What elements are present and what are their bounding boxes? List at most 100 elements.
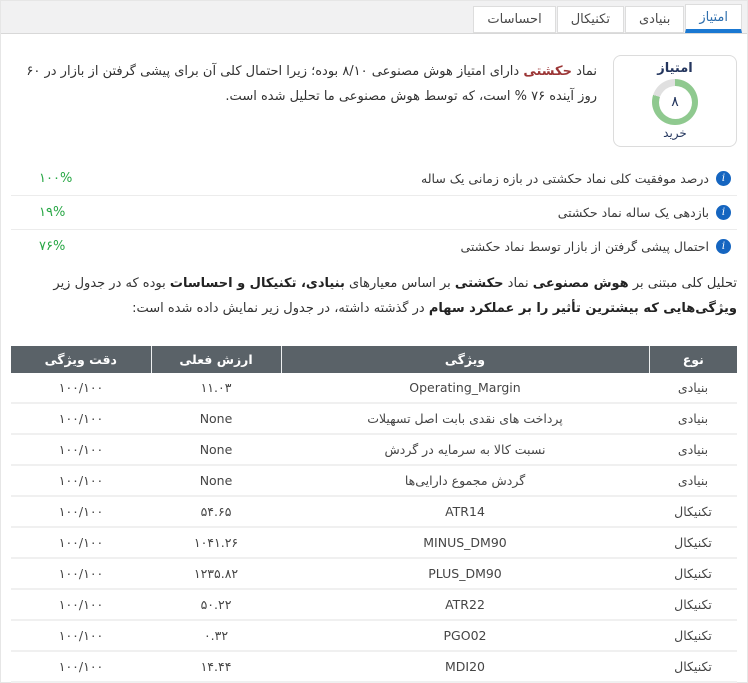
- text-segment: بوده که در جدول زیر: [53, 276, 170, 291]
- cell-value: ۵۰.۲۲: [151, 588, 281, 621]
- cell-accuracy: ۱۰۰/۱۰۰: [11, 402, 151, 435]
- cell-feature: نسبت کالا به سرمایه در گردش: [281, 433, 649, 466]
- table-row: تکنیکال MINUS_DM90 ۱۰۴۱.۲۶ ۱۰۰/۱۰۰: [11, 526, 737, 559]
- metric-label: i احتمال پیشی گرفتن از بازار توسط نماد حک…: [460, 239, 731, 254]
- tab-item[interactable]: بنیادی: [624, 6, 685, 33]
- tab-active[interactable]: امتیاز: [685, 4, 742, 33]
- features-table-wrap: نوع ویژگی ارزش فعلی دقت ویژگی بنیادی Oper…: [11, 345, 737, 683]
- table-row: تکنیکال PGO02 ۰.۳۲ ۱۰۰/۱۰۰: [11, 619, 737, 652]
- text-segment: هوش مصنوعی: [532, 276, 629, 291]
- metric-value: ۷۶%: [39, 239, 66, 254]
- metric-value: ۱۰۰%: [39, 171, 73, 186]
- cell-feature: PGO02: [281, 619, 649, 652]
- metric-value: ۱۹%: [39, 205, 66, 220]
- metric-label-text: بازدهی یک ساله نماد حکشتی: [557, 205, 709, 220]
- table-row: بنیادی پرداخت های نقدی بابت اصل تسهیلات No…: [11, 402, 737, 435]
- tab-item[interactable]: تکنیکال: [556, 6, 624, 33]
- cell-feature: MDI20: [281, 650, 649, 683]
- cell-value: ۰.۳۲: [151, 619, 281, 652]
- score-box: امتیاز ۸ خرید: [613, 55, 737, 147]
- text-segment: دارای امتیاز هوش مصنوعی ۸/۱۰ بوده؛ زیرا …: [26, 64, 597, 105]
- header-feature: ویژگی: [281, 345, 650, 373]
- metric-row: i درصد موفقیت کلی نماد حکشتی در بازه زمان…: [11, 162, 737, 196]
- score-box-title: امتیاز: [657, 61, 693, 76]
- cell-type: بنیادی: [649, 372, 737, 404]
- header-accuracy: دقت ویژگی: [11, 345, 152, 373]
- table-row: تکنیکال ATR22 ۵۰.۲۲ ۱۰۰/۱۰۰: [11, 588, 737, 621]
- table-row: تکنیکال PLUS_DM90 ۱۲۳۵.۸۲ ۱۰۰/۱۰۰: [11, 557, 737, 590]
- cell-accuracy: ۱۰۰/۱۰۰: [11, 650, 151, 683]
- metric-row: i احتمال پیشی گرفتن از بازار توسط نماد حک…: [11, 230, 737, 263]
- tab-bar: امتیاز بنیادی تکنیکال احساسات: [1, 1, 747, 34]
- header-type: نوع: [649, 345, 737, 373]
- cell-value: ۱۰۴۱.۲۶: [151, 526, 281, 559]
- table-row: بنیادی گردش مجموع دارایی‌ها None ۱۰۰/۱۰۰: [11, 464, 737, 497]
- intro-paragraph: نماد حکشتی دارای امتیاز هوش مصنوعی ۸/۱۰ …: [11, 55, 597, 110]
- cell-value: None: [151, 433, 281, 466]
- cell-accuracy: ۱۰۰/۱۰۰: [11, 372, 151, 404]
- text-segment: در گذشته داشته، در جدول زیر نمایش داده ش…: [132, 301, 429, 317]
- cell-feature: MINUS_DM90: [281, 526, 649, 559]
- header-value: ارزش فعلی: [151, 345, 282, 373]
- cell-type: تکنیکال: [649, 495, 737, 528]
- table-row: بنیادی نسبت کالا به سرمایه در گردش None ۱۰۰…: [11, 433, 737, 466]
- cell-value: ۱۱.۰۳: [151, 372, 281, 404]
- cell-type: تکنیکال: [649, 650, 737, 683]
- score-section: امتیاز ۸ خرید نماد حکشتی دارای امتیاز هو…: [11, 55, 737, 147]
- features-table: نوع ویژگی ارزش فعلی دقت ویژگی بنیادی Oper…: [11, 345, 737, 683]
- cell-type: تکنیکال: [649, 619, 737, 652]
- score-gauge: ۸: [652, 79, 698, 125]
- text-segment: نماد: [571, 64, 597, 79]
- cell-type: بنیادی: [649, 433, 737, 466]
- cell-feature: PLUS_DM90: [281, 557, 649, 590]
- metric-label-text: احتمال پیشی گرفتن از بازار توسط نماد حکش…: [460, 239, 709, 254]
- cell-accuracy: ۱۰۰/۱۰۰: [11, 526, 151, 559]
- cell-feature: ATR14: [281, 495, 649, 528]
- table-header-row: نوع ویژگی ارزش فعلی دقت ویژگی: [11, 345, 737, 373]
- text-segment: ویژگی‌هایی که بیشترین تأثیر را بر عملکرد…: [428, 301, 737, 317]
- tab-item[interactable]: احساسات: [473, 6, 556, 33]
- text-segment: حکشتی: [454, 276, 504, 291]
- table-row: تکنیکال MDI20 ۱۴.۴۴ ۱۰۰/۱۰۰: [11, 650, 737, 683]
- table-row: تکنیکال ATR14 ۵۴.۶۵ ۱۰۰/۱۰۰: [11, 495, 737, 528]
- cell-feature: گردش مجموع دارایی‌ها: [281, 464, 649, 497]
- analysis-paragraph: تحلیل کلی مبتنی بر هوش مصنوعی نماد حکشتی…: [11, 271, 737, 322]
- text-segment: نماد: [503, 276, 533, 291]
- cell-type: تکنیکال: [649, 557, 737, 590]
- cell-type: تکنیکال: [649, 526, 737, 559]
- info-icon[interactable]: i: [716, 239, 731, 254]
- cell-accuracy: ۱۰۰/۱۰۰: [11, 588, 151, 621]
- info-icon[interactable]: i: [716, 205, 731, 220]
- cell-accuracy: ۱۰۰/۱۰۰: [11, 495, 151, 528]
- cell-value: ۱۲۳۵.۸۲: [151, 557, 281, 590]
- cell-type: بنیادی: [649, 464, 737, 497]
- cell-feature: Operating_Margin: [281, 372, 649, 404]
- text-segment: بر اساس معیارهای: [344, 276, 455, 291]
- info-icon[interactable]: i: [716, 171, 731, 186]
- cell-accuracy: ۱۰۰/۱۰۰: [11, 557, 151, 590]
- metric-label: i درصد موفقیت کلی نماد حکشتی در بازه زمان…: [421, 171, 731, 186]
- table-row: بنیادی Operating_Margin ۱۱.۰۳ ۱۰۰/۱۰۰: [11, 372, 737, 404]
- cell-feature: ATR22: [281, 588, 649, 621]
- cell-value: None: [151, 402, 281, 435]
- cell-type: بنیادی: [649, 402, 737, 435]
- metrics-list: i درصد موفقیت کلی نماد حکشتی در بازه زمان…: [11, 162, 737, 263]
- score-action-label: خرید: [663, 126, 687, 140]
- metric-label: i بازدهی یک ساله نماد حکشتی: [558, 205, 731, 220]
- text-segment: بنیادی، تکنیکال و احساسات: [169, 276, 345, 291]
- cell-value: None: [151, 464, 281, 497]
- cell-value: ۵۴.۶۵: [151, 495, 281, 528]
- text-segment: تحلیل کلی مبتنی بر: [628, 276, 737, 291]
- symbol-name: حکشتی: [523, 64, 572, 79]
- cell-value: ۱۴.۴۴: [151, 650, 281, 683]
- metric-row: i بازدهی یک ساله نماد حکشتی ۱۹%: [11, 196, 737, 230]
- cell-accuracy: ۱۰۰/۱۰۰: [11, 619, 151, 652]
- cell-feature: پرداخت های نقدی بابت اصل تسهیلات: [281, 402, 649, 435]
- cell-type: تکنیکال: [649, 588, 737, 621]
- metric-label-text: درصد موفقیت کلی نماد حکشتی در بازه زمانی…: [421, 171, 709, 186]
- score-value: ۸: [658, 85, 692, 119]
- cell-accuracy: ۱۰۰/۱۰۰: [11, 464, 151, 497]
- score-tab-content: امتیاز ۸ خرید نماد حکشتی دارای امتیاز هو…: [1, 34, 747, 683]
- cell-accuracy: ۱۰۰/۱۰۰: [11, 433, 151, 466]
